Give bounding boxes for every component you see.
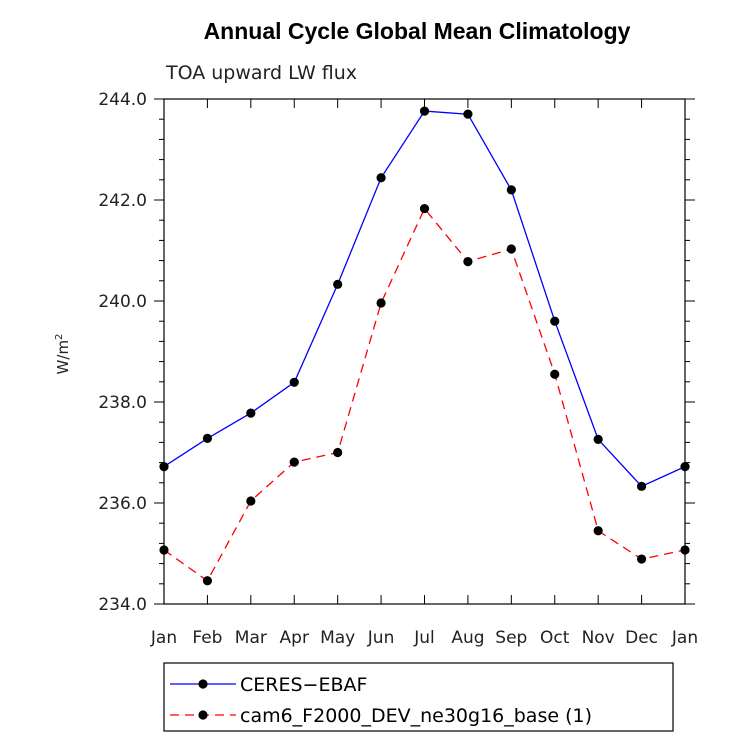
x-tick-labels: Jan Feb Mar Apr May Jun Jul Aug Sep Oct Nov Dec Jan [150,628,698,648]
series-0-point [246,408,256,418]
series-1-point [636,554,647,564]
chart-title: Annual Cycle Global Mean Climatology [204,18,631,44]
x-tick-label: Aug [451,628,484,648]
x-tick-label: Oct [540,628,570,648]
series-1-point [202,576,213,586]
series-1-point [333,447,343,458]
series-1-point [463,257,473,267]
series-points [159,106,690,586]
series-0-point [202,433,213,443]
series-1-point [376,298,386,308]
x-tick-label: Jan [671,628,698,648]
x-tick-label: Jan [150,628,177,648]
y-tick-labels: 234.0 236.0 238.0 240.0 242.0 244.0 [98,90,147,615]
series-line-0 [163,110,686,488]
series-1-point [246,496,256,506]
legend-box [163,662,674,732]
series-0-point [289,377,299,387]
svg-text:W/m2: W/m2 [54,334,72,375]
series-lines [163,110,686,582]
y-tick-label: 242.0 [98,191,147,211]
chart-subtitle: TOA upward LW flux [165,62,357,84]
y-tick-label: 240.0 [98,292,147,312]
x-tick-label: Dec [625,628,658,648]
series-0-point [593,434,603,444]
x-tick-label: Nov [582,628,615,648]
series-0-point [376,173,386,183]
y-tick-label: 238.0 [98,393,147,413]
series-0-point [550,316,560,326]
legend-label-0: CERES−EBAF [240,674,367,696]
x-tick-label: May [320,628,355,648]
series-0-point [463,109,473,119]
y-tick-label: 236.0 [98,494,147,514]
plot-frame [163,98,686,605]
legend-label-1: cam6_F2000_DEV_ne30g16_base (1) [240,705,592,727]
x-tick-label: Jun [367,628,395,648]
series-1-point [289,457,299,467]
series-1-point [506,244,516,254]
x-tick-label: Feb [192,628,222,648]
legend-marker-1 [198,710,208,720]
x-tick-label: Jul [413,628,435,648]
y-axis-title-base: W/m [54,340,72,375]
x-tick-label: Sep [495,628,527,648]
y-axis-title: W/m2 [54,334,72,375]
series-1-point [550,369,560,379]
series-0-point [419,106,430,116]
y-tick-label: 244.0 [98,90,147,110]
series-1-point [419,203,430,214]
series-1-point [593,526,603,536]
x-tick-label: Apr [280,628,309,648]
axis-ticks [154,98,695,605]
x-tick-label: Mar [235,628,267,648]
legend: CERES−EBAF cam6_F2000_DEV_ne30g16_base (1… [163,662,674,732]
legend-marker-0 [198,679,208,689]
series-0-point [636,481,647,491]
series-line-1 [163,207,686,582]
series-0-point [506,185,516,195]
y-axis-title-sup: 2 [54,334,65,340]
y-tick-label: 234.0 [98,595,147,615]
series-0-point [333,279,343,289]
